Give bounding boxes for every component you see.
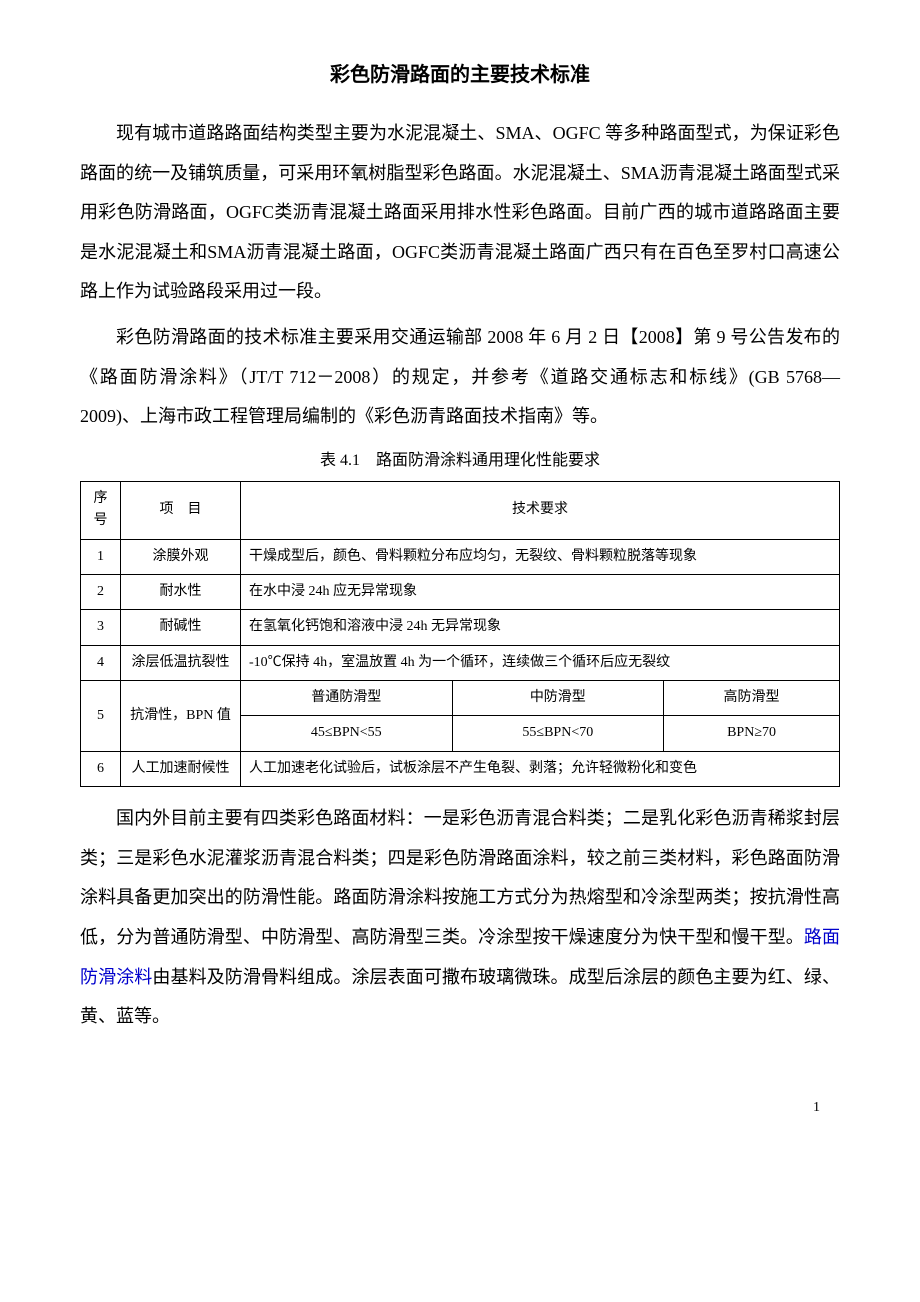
cell-num: 1: [81, 539, 121, 574]
cell-num: 3: [81, 610, 121, 645]
header-req: 技术要求: [241, 481, 840, 539]
paragraph-1: 现有城市道路路面结构类型主要为水泥混凝土、SMA、OGFC 等多种路面型式，为保…: [80, 114, 840, 312]
paragraph-3: 国内外目前主要有四类彩色路面材料：一是彩色沥青混合料类；二是乳化彩色沥青稀浆封层…: [80, 799, 840, 1037]
cell-num: 4: [81, 645, 121, 680]
table-row: 4 涂层低温抗裂性 -10℃保持 4h，室温放置 4h 为一个循环，连续做三个循…: [81, 645, 840, 680]
table-caption: 表 4.1 路面防滑涂料通用理化性能要求: [80, 449, 840, 473]
header-seq: 序号: [81, 481, 121, 539]
cell-item: 耐水性: [121, 574, 241, 609]
cell-sub-h1: 普通防滑型: [241, 681, 453, 716]
table-row: 1 涂膜外观 干燥成型后，颜色、骨料颗粒分布应均匀，无裂纹、骨料颗粒脱落等现象: [81, 539, 840, 574]
cell-sub-h2: 中防滑型: [452, 681, 664, 716]
paragraph-2: 彩色防滑路面的技术标准主要采用交通运输部 2008 年 6 月 2 日【2008…: [80, 318, 840, 437]
table-row: 3 耐碱性 在氢氧化钙饱和溶液中浸 24h 无异常现象: [81, 610, 840, 645]
table-row: 5 抗滑性，BPN 值 普通防滑型 中防滑型 高防滑型: [81, 681, 840, 716]
cell-sub-v1: 45≤BPN<55: [241, 716, 453, 751]
cell-item: 涂膜外观: [121, 539, 241, 574]
cell-sub-v2: 55≤BPN<70: [452, 716, 664, 751]
cell-req: -10℃保持 4h，室温放置 4h 为一个循环，连续做三个循环后应无裂纹: [241, 645, 840, 680]
cell-item: 耐碱性: [121, 610, 241, 645]
cell-req: 在氢氧化钙饱和溶液中浸 24h 无异常现象: [241, 610, 840, 645]
cell-num: 2: [81, 574, 121, 609]
page-number: 1: [80, 1097, 840, 1118]
table-row: 6 人工加速耐候性 人工加速老化试验后，试板涂层不产生龟裂、剥落；允许轻微粉化和…: [81, 751, 840, 786]
cell-num: 5: [81, 681, 121, 752]
cell-item: 人工加速耐候性: [121, 751, 241, 786]
cell-req: 人工加速老化试验后，试板涂层不产生龟裂、剥落；允许轻微粉化和变色: [241, 751, 840, 786]
cell-item: 抗滑性，BPN 值: [121, 681, 241, 752]
page-title: 彩色防滑路面的主要技术标准: [80, 60, 840, 90]
para3-text-b: 由基料及防滑骨料组成。涂层表面可撒布玻璃微珠。成型后涂层的颜色主要为红、绿、黄、…: [80, 967, 840, 1027]
cell-sub-h3: 高防滑型: [664, 681, 840, 716]
header-item: 项 目: [121, 481, 241, 539]
cell-sub-v3: BPN≥70: [664, 716, 840, 751]
spec-table: 序号 项 目 技术要求 1 涂膜外观 干燥成型后，颜色、骨料颗粒分布应均匀，无裂…: [80, 481, 840, 788]
cell-item: 涂层低温抗裂性: [121, 645, 241, 680]
table-row: 序号 项 目 技术要求: [81, 481, 840, 539]
para3-text-a: 国内外目前主要有四类彩色路面材料：一是彩色沥青混合料类；二是乳化彩色沥青稀浆封层…: [80, 808, 840, 947]
cell-num: 6: [81, 751, 121, 786]
cell-req: 在水中浸 24h 应无异常现象: [241, 574, 840, 609]
table-row: 2 耐水性 在水中浸 24h 应无异常现象: [81, 574, 840, 609]
cell-req: 干燥成型后，颜色、骨料颗粒分布应均匀，无裂纹、骨料颗粒脱落等现象: [241, 539, 840, 574]
